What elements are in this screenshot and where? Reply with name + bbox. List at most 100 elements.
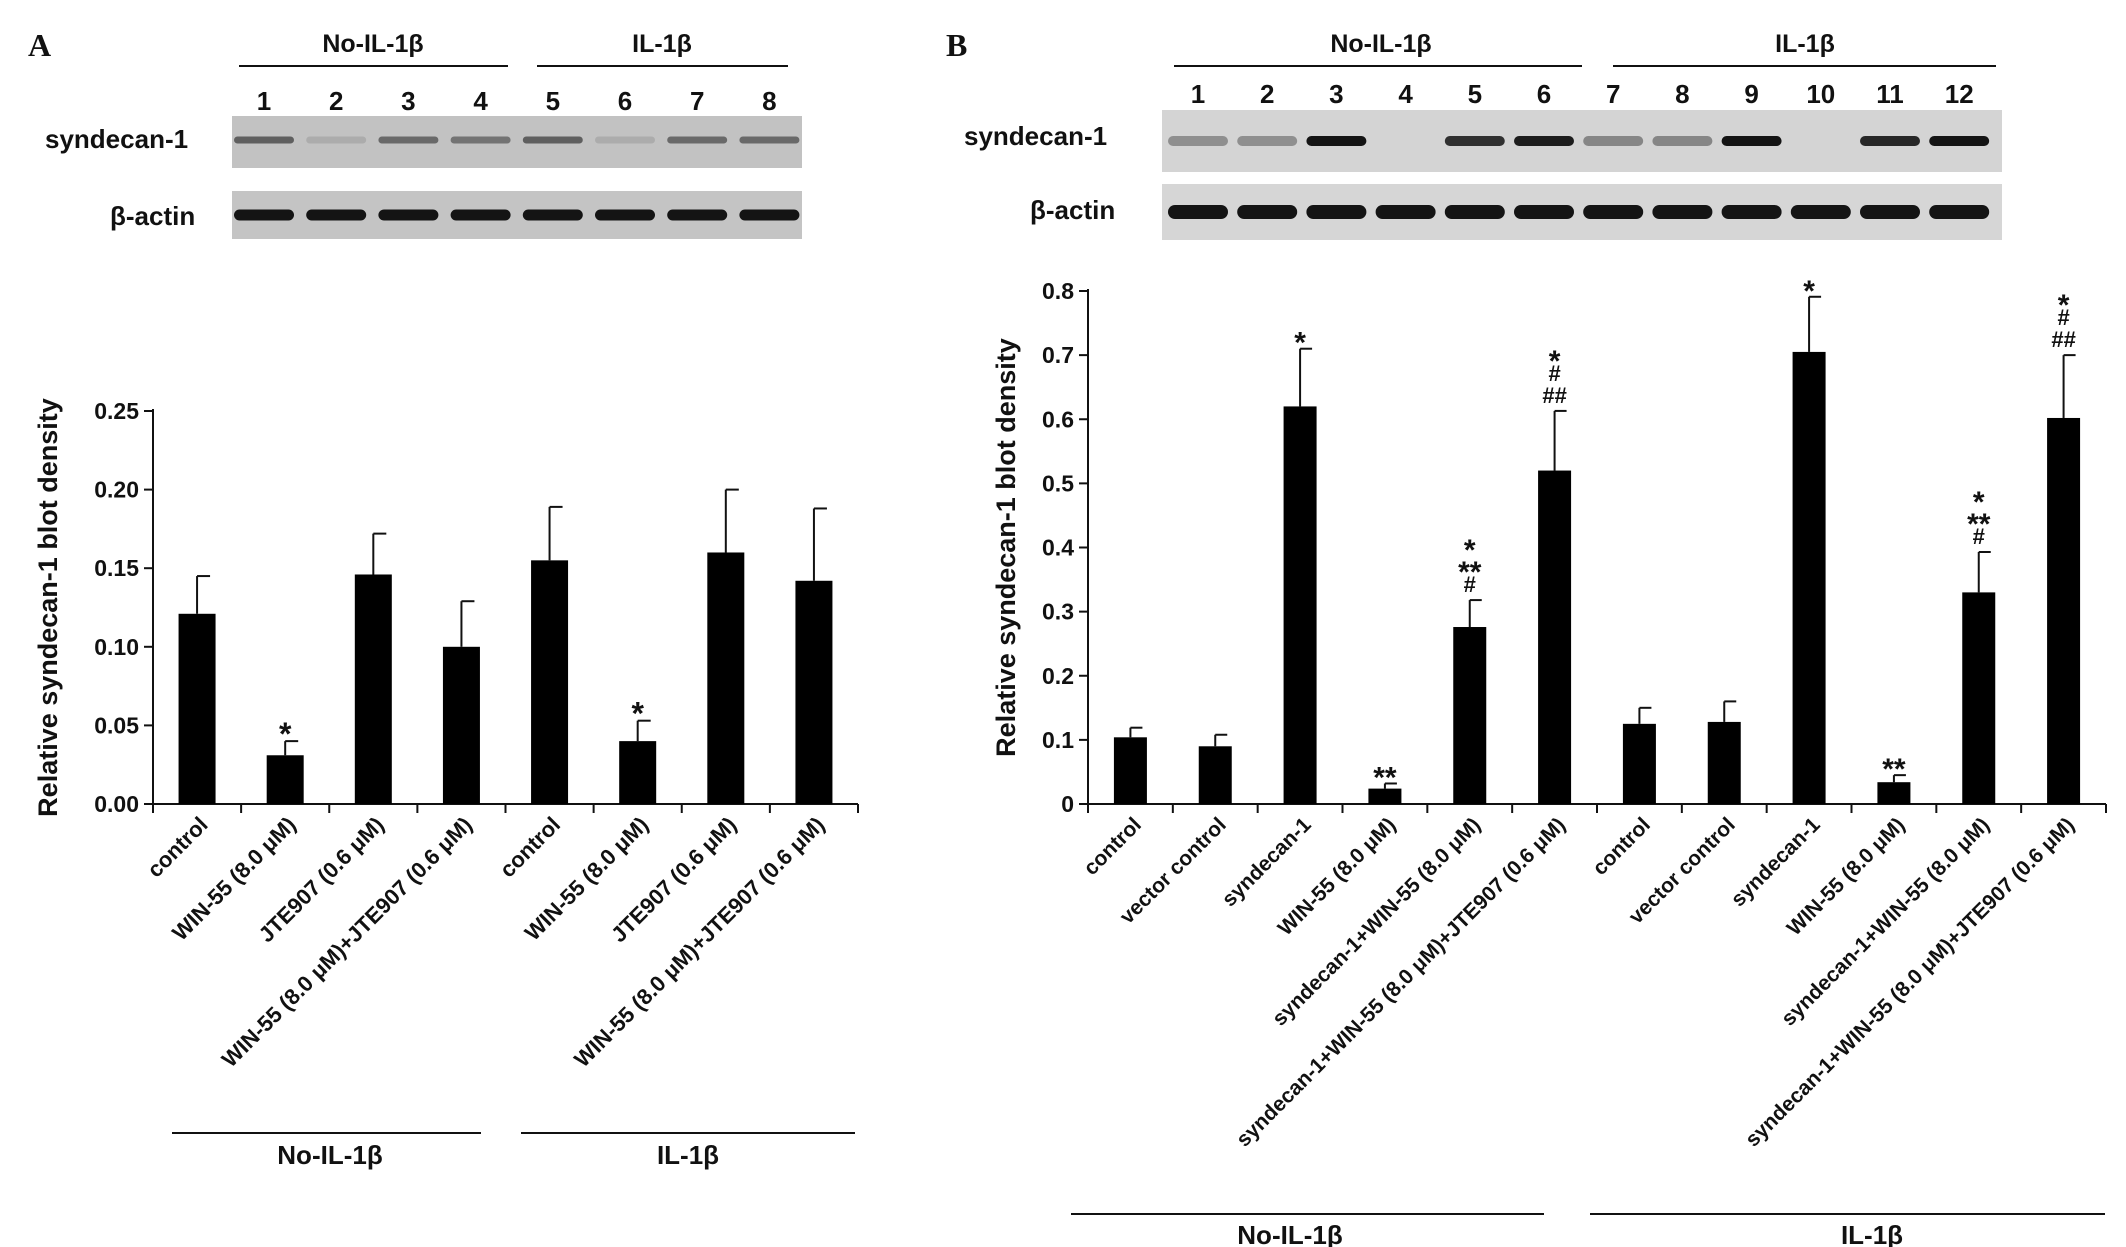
significance-marker: * [1973, 486, 1985, 519]
blot-a-group-header-2: IL-1β [632, 30, 692, 58]
significance-marker: ## [2051, 327, 2075, 352]
x-tick-label: control [1079, 813, 1146, 880]
y-axis-label: Relative syndecan-1 blot density [991, 338, 1021, 757]
blot-lane-number: 4 [473, 86, 488, 116]
blot-band-actin [1237, 205, 1298, 219]
blot-band-syndecan [234, 136, 294, 144]
y-tick-label: 0.15 [94, 555, 139, 581]
blot-band-actin [234, 209, 294, 221]
blot-lane-number: 11 [1876, 79, 1904, 109]
bar [178, 613, 216, 804]
significance-marker: ** [1967, 508, 1991, 541]
blot-a-row-label-syndecan: syndecan-1 [45, 124, 188, 154]
x-tick-label: syndecan-1+WIN-55 (8.0 μM)+JTE907 (0.6 μ… [1741, 813, 2079, 1151]
blot-lane-number: 3 [401, 86, 415, 116]
y-tick-label: 0.20 [94, 477, 139, 503]
chart-b-footer-1: No-IL-1β [1237, 1220, 1342, 1247]
bar [1113, 737, 1147, 804]
blot-a-group-header-1: No-IL-1β [322, 30, 423, 58]
blot-lane-number: 4 [1398, 79, 1413, 109]
blot-band-syndecan [1168, 136, 1228, 146]
blot-b-bands [1168, 136, 1990, 219]
significance-marker: ** [1373, 761, 1397, 794]
blot-band-actin [1514, 205, 1574, 219]
bar [2047, 417, 2081, 804]
blot-band-syndecan [1583, 136, 1644, 146]
blot-lane-number: 2 [1260, 79, 1274, 109]
blot-lane-number: 1 [257, 86, 271, 116]
significance-marker: * [279, 716, 292, 752]
blot-band-syndecan [1860, 136, 1920, 146]
blot-band-syndecan [739, 136, 800, 144]
blot-band-syndecan [1652, 136, 1713, 146]
blot-b-row-label-actin: β-actin [1030, 195, 1115, 225]
blot-band-syndecan [667, 136, 728, 144]
blot-band-actin [450, 209, 511, 221]
y-tick-label: 0.6 [1042, 406, 1074, 432]
blot-band-actin [378, 209, 439, 221]
chart-a: 0.00 0.05 0.10 0.15 0.20 0.25 Relative syndeca… [33, 398, 859, 1072]
blot-lane-number: 8 [762, 86, 776, 116]
blot-lane-number: 5 [546, 86, 560, 116]
blot-band-actin [595, 209, 655, 221]
blot-b-group-header-2: IL-1β [1775, 30, 1835, 58]
significance-marker: # [2057, 305, 2069, 330]
bar [1283, 406, 1317, 804]
blot-a-lane-numbers: 1 2 3 4 5 6 7 8 [257, 86, 777, 116]
blot-band-actin [1652, 205, 1713, 219]
y-axis-label: Relative syndecan-1 blot density [33, 398, 63, 817]
bar [1538, 470, 1572, 804]
blot-b-group-header-1: No-IL-1β [1330, 30, 1431, 58]
blot-band-syndecan [1237, 136, 1298, 146]
significance-marker: * [1464, 534, 1476, 567]
significance-marker: ## [1542, 383, 1566, 408]
blot-band-actin [1860, 205, 1920, 219]
blot-b-row-label-syndecan: syndecan-1 [964, 121, 1107, 151]
blot-lane-number: 12 [1945, 79, 1974, 109]
bar [795, 580, 833, 804]
blot-lane-number: 2 [329, 86, 343, 116]
y-tick-label: 0.4 [1042, 535, 1074, 561]
blot-a-bands [234, 136, 800, 221]
blot-lane-number: 6 [1537, 79, 1551, 109]
y-tick-label: 0.2 [1042, 663, 1074, 689]
blot-band-actin [1168, 205, 1228, 219]
significance-marker: * [1294, 327, 1306, 360]
x-tick-label: control [142, 812, 212, 882]
y-tick-label: 0.7 [1042, 342, 1074, 368]
blot-band-actin [1790, 205, 1851, 219]
blot-band-syndecan [1514, 136, 1574, 146]
significance-marker: * [631, 696, 644, 732]
bar [1792, 351, 1826, 804]
y-tick-label: 0.8 [1042, 278, 1074, 304]
significance-marker: # [1548, 361, 1560, 386]
blot-band-syndecan [595, 136, 655, 144]
blot-lane-number: 1 [1191, 79, 1205, 109]
blot-lane-number: 3 [1329, 79, 1343, 109]
significance-marker: ** [1882, 753, 1906, 786]
y-tick-label: 0.05 [94, 712, 139, 738]
bar [1622, 723, 1656, 804]
panel-a-label: A [28, 27, 51, 63]
y-tick-label: 0.1 [1042, 727, 1074, 753]
bar [354, 574, 392, 804]
blot-band-actin [1721, 205, 1782, 219]
bar [1877, 782, 1911, 804]
y-tick-label: 0.10 [94, 634, 139, 660]
bar [1368, 788, 1402, 804]
y-tick-label: 0.00 [94, 791, 139, 817]
bar [531, 560, 569, 804]
significance-marker: # [1464, 572, 1476, 597]
significance-marker: * [1549, 345, 1561, 378]
significance-marker: ** [1458, 556, 1482, 589]
y-tick-label: 0.3 [1042, 599, 1074, 625]
blot-lane-number: 6 [618, 86, 632, 116]
blot-lane-number: 8 [1675, 79, 1689, 109]
blot-band-syndecan [522, 136, 583, 144]
blot-band-syndecan [306, 136, 367, 144]
significance-marker: * [1803, 275, 1815, 308]
blot-lane-number: 7 [1606, 79, 1620, 109]
blot-band-actin [667, 209, 728, 221]
blot-band-syndecan [1929, 136, 1990, 146]
